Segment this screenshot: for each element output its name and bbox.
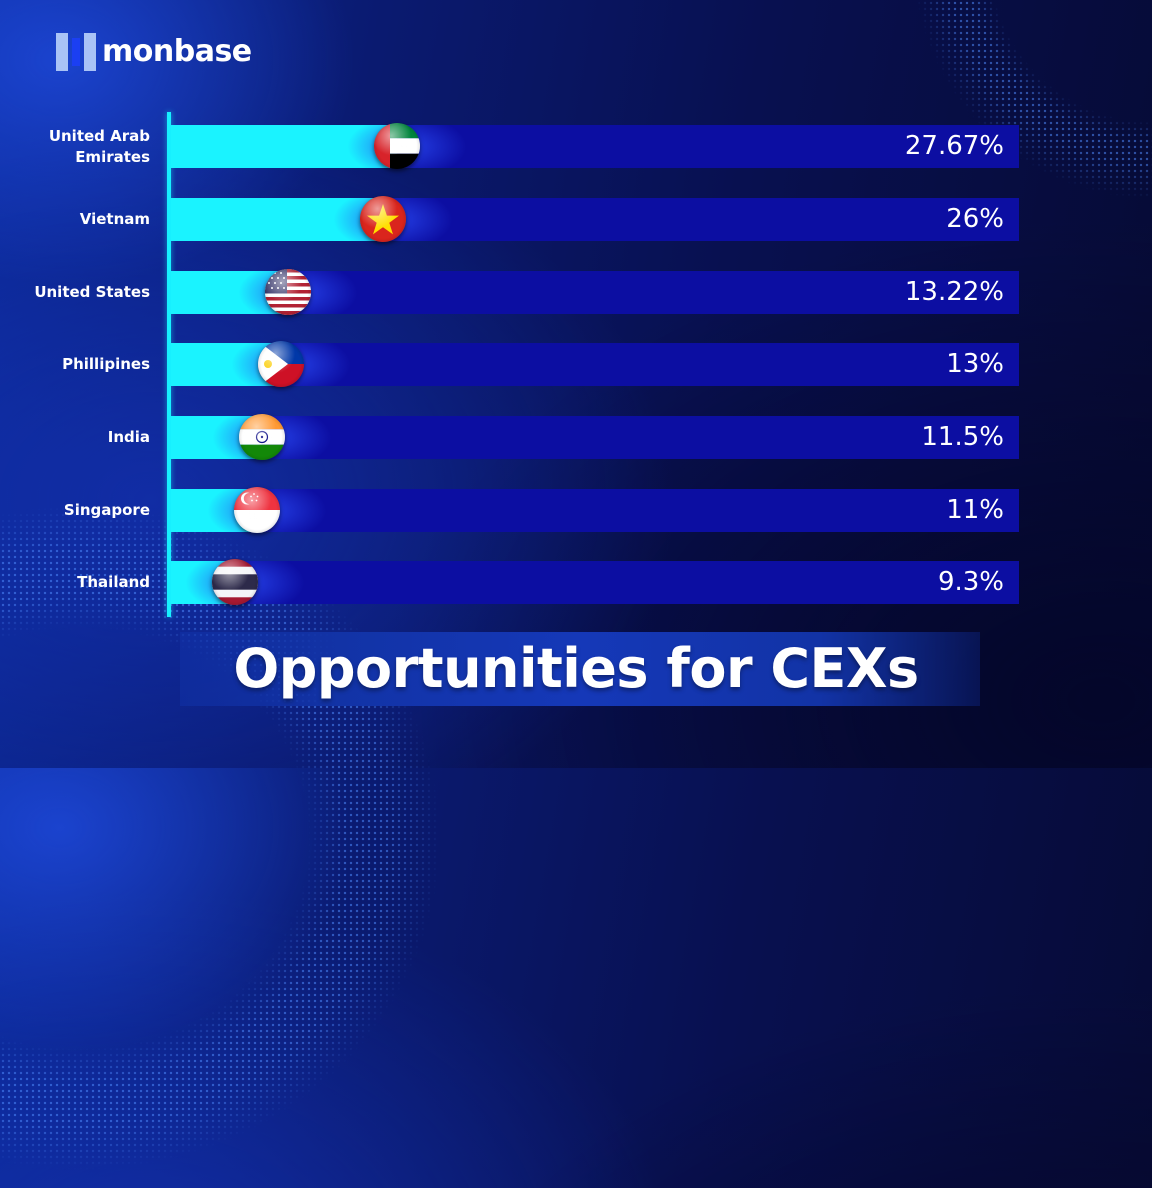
bar-value: 13.22% [904, 277, 1004, 307]
decorative-dot-wave [892, 0, 1152, 220]
india-flag-icon [239, 414, 285, 460]
title-banner [180, 632, 980, 706]
bar-row-vietnam: Vietnam 26% [0, 196, 1152, 242]
bar-label: United Arab Emirates [48, 126, 150, 166]
bar-value: 26% [946, 204, 1004, 234]
bar-value: 13% [946, 349, 1004, 379]
brand-logo: monbase [56, 33, 252, 71]
bar-value: 11% [946, 495, 1004, 525]
bar-track: 11.5% [171, 416, 1019, 459]
usa-flag-icon [265, 269, 311, 315]
bar-row-united-states: United States 13.22% [0, 269, 1152, 315]
bar-track: 27.67% [171, 125, 1019, 168]
bar-row-uae: United Arab Emirates 27.67% [0, 123, 1152, 169]
vietnam-flag-icon [360, 196, 406, 242]
bar-row-philippines: Phillipines 13% [0, 341, 1152, 387]
bar-row-thailand: Thailand 9.3% [0, 559, 1152, 605]
chart-axis-line [167, 112, 171, 617]
bar-track: 9.3% [171, 561, 1019, 604]
bar-label: Vietnam [79, 210, 150, 228]
bar-value: 27.67% [904, 131, 1004, 161]
bar-label: Singapore [63, 501, 150, 519]
chart-title: Opportunities for CEXs [233, 637, 919, 700]
singapore-flag-icon [234, 487, 280, 533]
thailand-flag-icon [212, 559, 258, 605]
bar-label: India [107, 428, 150, 446]
bar-label: Thailand [77, 573, 150, 591]
philippines-flag-icon [258, 341, 304, 387]
brand-name: monbase [102, 34, 252, 69]
bar-row-singapore: Singapore 11% [0, 487, 1152, 533]
bar-row-india: India 11.5% [0, 414, 1152, 460]
monbase-logo-icon [56, 33, 96, 71]
bar-track: 26% [171, 198, 1019, 241]
bar-value: 11.5% [921, 422, 1004, 452]
bar-value: 9.3% [937, 567, 1004, 597]
bar-label: United States [34, 283, 150, 301]
bar-track: 11% [171, 489, 1019, 532]
bar-label: Phillipines [62, 355, 150, 373]
uae-flag-icon [374, 123, 420, 169]
